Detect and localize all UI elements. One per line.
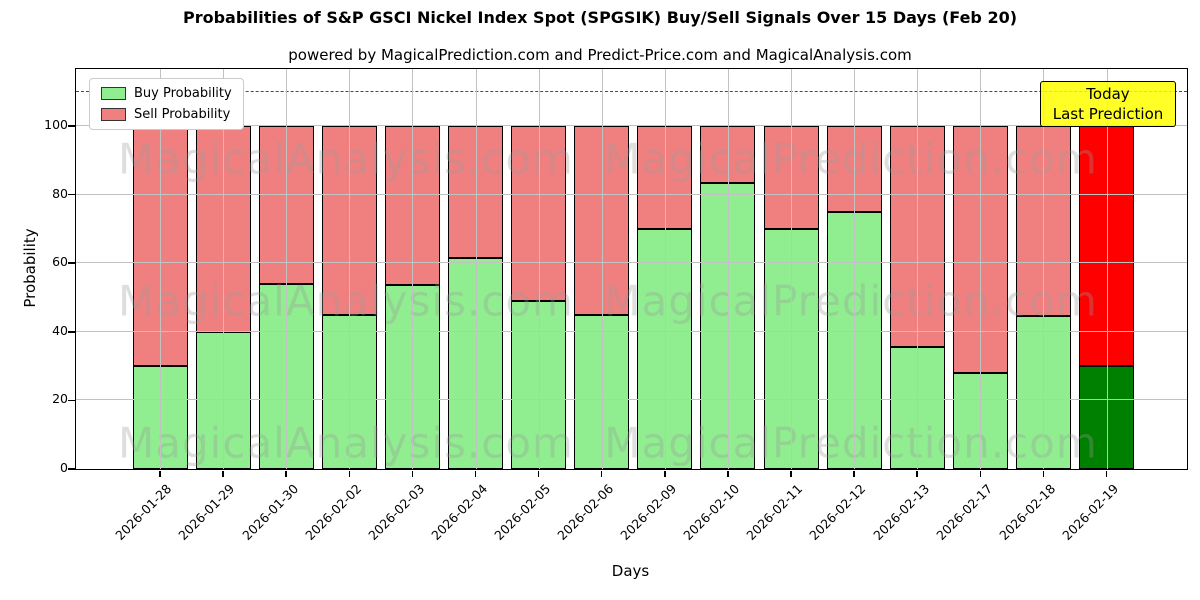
x-tick-mark (411, 471, 414, 477)
x-tick-mark (979, 471, 982, 477)
legend-label-buy: Buy Probability (134, 86, 232, 101)
x-tick-label-text: 2026-02-04 (428, 481, 491, 543)
x-gridline (349, 69, 351, 469)
y-tick-label: 0 (60, 460, 68, 475)
x-tick-label-text: 2026-02-18 (996, 481, 1058, 543)
y-gridline (76, 262, 1187, 264)
legend-item-buy: Buy Probability (101, 86, 232, 101)
x-gridline (1106, 69, 1108, 469)
x-gridline (727, 69, 729, 469)
watermark-text: MagicalAnalysis.com (118, 276, 574, 326)
y-gridline (76, 399, 1187, 401)
x-gridline (538, 69, 540, 469)
x-tick-mark (1042, 471, 1045, 477)
x-tick-label-text: 2026-02-11 (743, 481, 806, 543)
x-tick-label-text: 2026-02-05 (491, 481, 554, 543)
y-tick-mark (67, 468, 75, 470)
x-gridline (475, 69, 477, 469)
x-gridline (1043, 69, 1045, 469)
x-tick-label-text: 2026-01-28 (112, 481, 175, 543)
legend-item-sell: Sell Probability (101, 107, 232, 122)
watermark-text: MagicalPrediction.com (604, 418, 1098, 468)
x-tick-label-text: 2026-01-29 (175, 481, 238, 543)
x-tick-mark (537, 471, 540, 477)
chart-subtitle: powered by MagicalPrediction.com and Pre… (288, 46, 912, 64)
x-gridline (791, 69, 792, 469)
x-tick-mark (600, 471, 603, 477)
x-tick-label-text: 2026-02-09 (617, 481, 680, 543)
y-tick-label: 100 (44, 116, 68, 132)
y-tick-label: 60 (52, 254, 68, 270)
y-tick-mark (67, 399, 75, 402)
today-annotation-line1: Today (1086, 84, 1130, 103)
plot-area: Buy Probability Sell Probability Today L… (44, 68, 1188, 543)
x-gridline (286, 69, 288, 469)
legend-label-sell: Sell Probability (134, 107, 231, 122)
sell-swatch-icon (101, 108, 126, 121)
x-tick-label-text: 2026-02-02 (301, 481, 364, 543)
x-tick-mark (474, 471, 477, 477)
x-tick-mark (159, 471, 161, 477)
x-tick-label-text: 2026-01-30 (238, 481, 301, 543)
x-tick-label-text: 2026-02-17 (932, 481, 995, 543)
x-tick-label-text: 2026-02-10 (680, 481, 743, 543)
y-tick-mark (67, 193, 75, 196)
x-tick-label-text: 2026-02-06 (554, 481, 617, 543)
x-tick-mark (222, 471, 224, 477)
x-tick-label-text: 2026-02-13 (869, 481, 932, 543)
x-tick-mark (285, 471, 287, 477)
x-gridline (854, 69, 856, 469)
x-tick-mark (727, 471, 729, 477)
x-tick-mark (664, 471, 666, 477)
x-tick-mark (916, 471, 918, 477)
legend: Buy Probability Sell Probability (89, 78, 244, 130)
x-tick-label-text: 2026-02-19 (1059, 481, 1122, 543)
watermark-text: MagicalAnalysis.com (118, 418, 574, 468)
x-gridline (223, 69, 225, 469)
y-tick-mark (67, 262, 75, 264)
x-gridline (980, 69, 982, 469)
x-tick-mark (853, 471, 855, 477)
buy-swatch-icon (101, 87, 126, 100)
today-annotation-line2: Last Prediction (1052, 105, 1164, 123)
watermark-text: MagicalPrediction.com (604, 134, 1098, 184)
today-annotation: Today Last Prediction (1040, 81, 1176, 127)
y-gridline (76, 193, 1187, 195)
x-tick-mark (1105, 471, 1108, 477)
y-tick-mark (67, 125, 75, 127)
x-gridline (917, 69, 919, 469)
x-tick-label-text: 2026-02-03 (365, 481, 427, 543)
x-tick-mark (348, 471, 351, 477)
x-axis-label: Days (611, 562, 650, 580)
dashed-threshold-line (76, 90, 1187, 92)
y-gridline (76, 330, 1187, 332)
y-tick-label: 80 (52, 185, 68, 201)
watermark-text: MagicalAnalysis.com (118, 134, 574, 184)
x-gridline (412, 69, 414, 469)
y-tick-label: 20 (52, 391, 68, 407)
x-tick-label-text: 2026-02-12 (806, 481, 869, 543)
watermark-text: MagicalPrediction.com (604, 276, 1098, 326)
x-tick-mark (790, 471, 792, 477)
y-tick-label: 40 (52, 322, 68, 338)
x-gridline (664, 69, 666, 469)
x-gridline (601, 69, 603, 469)
y-tick-mark (67, 331, 75, 333)
chart-title: Probabilities of S&P GSCI Nickel Index S… (182, 8, 1018, 27)
y-gridline (76, 124, 1187, 126)
x-gridline (160, 69, 161, 469)
